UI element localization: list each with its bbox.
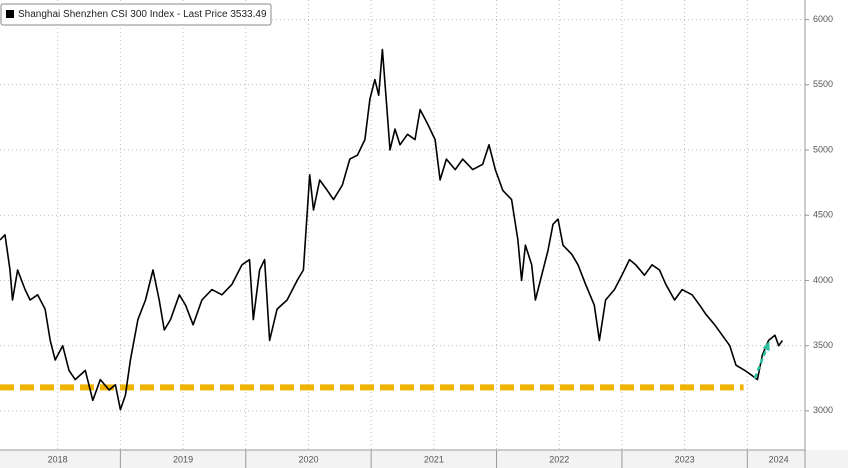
x-tick-label: 2022 [549,454,569,464]
y-tick-label: 5000 [813,144,833,154]
x-tick-label: 2023 [675,454,695,464]
legend-swatch [6,10,14,18]
legend-label: Shanghai Shenzhen CSI 300 Index - Last P… [18,9,267,20]
y-tick-label: 4000 [813,275,833,285]
x-tick-label: 2024 [769,454,789,464]
x-tick-label: 2019 [173,454,193,464]
x-axis-band [0,450,848,468]
price-line [0,48,784,411]
arrow-head [762,341,770,351]
y-tick-label: 4500 [813,210,833,220]
y-tick-label: 3500 [813,340,833,350]
y-tick-label: 3000 [813,405,833,415]
arrow [753,342,770,379]
x-tick-label: 2021 [424,454,444,464]
y-tick-label: 5500 [813,79,833,89]
y-tick-label: 6000 [813,14,833,24]
x-tick-label: 2020 [298,454,318,464]
legend-box [0,3,272,26]
x-tick-label: 2018 [48,454,68,464]
